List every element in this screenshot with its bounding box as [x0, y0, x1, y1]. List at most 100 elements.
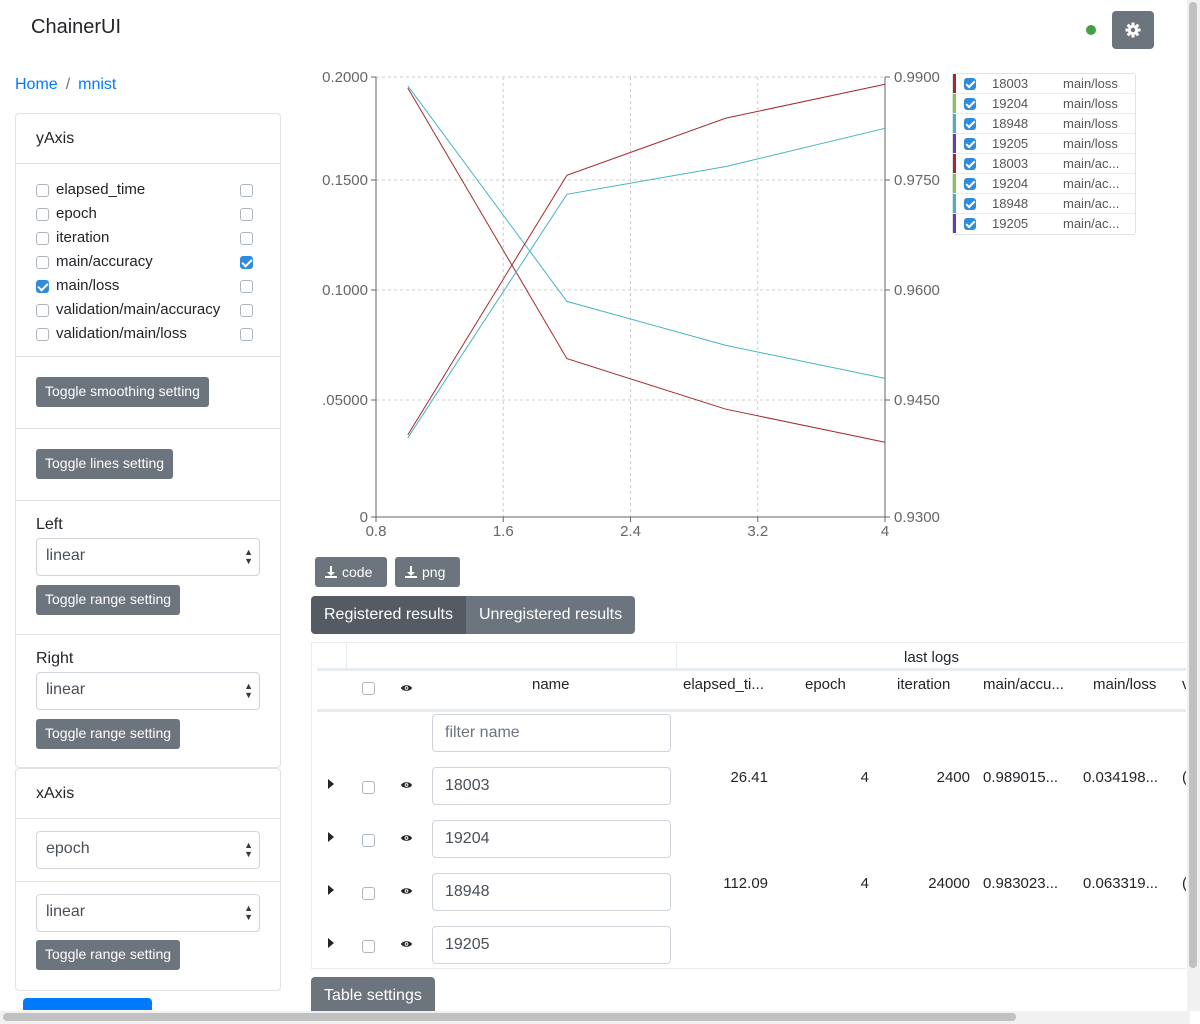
right-axis-checkbox[interactable]: [240, 280, 253, 293]
yaxis-key-row: elapsed_time: [36, 178, 260, 202]
toggle-lines-button[interactable]: Toggle lines setting: [36, 449, 174, 479]
legend-checkbox[interactable]: [964, 158, 976, 170]
left-axis-checkbox[interactable]: [36, 280, 49, 293]
legend-checkbox[interactable]: [964, 98, 976, 110]
app-title[interactable]: ChainerUI: [31, 16, 122, 38]
expand-row-caret-icon[interactable]: [328, 832, 334, 842]
legend-item[interactable]: 19204 main/ac...: [953, 174, 1135, 194]
legend-checkbox[interactable]: [964, 198, 976, 210]
cell-iteration: 2400: [936, 769, 970, 786]
right-toggle-range-button[interactable]: Toggle range setting: [36, 719, 181, 749]
yaxis-key-row: main/loss: [36, 274, 260, 298]
cell-epoch: 4: [860, 875, 869, 892]
legend-color-swatch: [953, 154, 956, 173]
right-axis-checkbox[interactable]: [240, 304, 253, 317]
right-axis-checkbox[interactable]: [240, 184, 253, 197]
legend-color-swatch: [953, 114, 956, 133]
tab-registered-results[interactable]: Registered results: [311, 596, 466, 634]
eye-icon[interactable]: [400, 886, 413, 896]
yaxis-key-label: validation/main/loss: [56, 325, 187, 342]
left-axis-checkbox[interactable]: [36, 256, 49, 269]
right-axis-checkbox[interactable]: [240, 208, 253, 221]
legend-item[interactable]: 18003 main/loss: [953, 74, 1135, 94]
right-axis-checkbox[interactable]: [240, 256, 253, 269]
filter-name-input[interactable]: filter name: [432, 714, 671, 752]
horizontal-scroll-thumb[interactable]: [3, 1013, 1016, 1021]
download-code-button[interactable]: code: [315, 557, 387, 587]
x-tick-label: 3.2: [747, 523, 768, 540]
toggle-smoothing-button[interactable]: Toggle smoothing setting: [36, 377, 209, 407]
y-right-tick-label: 0.9750: [894, 172, 940, 189]
expand-row-caret-icon[interactable]: [328, 885, 334, 895]
tab-unregistered-results[interactable]: Unregistered results: [465, 596, 636, 634]
legend-color-swatch: [953, 134, 956, 153]
right-axis-checkbox[interactable]: [240, 328, 253, 341]
xaxis-scale-select[interactable]: linear ▲ ▼: [36, 894, 260, 932]
expand-row-caret-icon[interactable]: [328, 779, 334, 789]
left-axis-checkbox[interactable]: [36, 184, 49, 197]
column-header-iteration[interactable]: iteration: [897, 676, 951, 693]
left-toggle-range-button[interactable]: Toggle range setting: [36, 585, 181, 615]
legend-run-id: 19204: [992, 176, 1029, 191]
row-checkbox[interactable]: [362, 940, 375, 953]
result-name-input[interactable]: 18003: [432, 767, 671, 805]
cell-more: (: [1182, 875, 1186, 892]
legend-checkbox[interactable]: [964, 78, 976, 90]
x-tick-label: 1.6: [493, 523, 514, 540]
result-name-input[interactable]: 19204: [432, 820, 671, 858]
eye-icon[interactable]: [400, 939, 413, 949]
left-axis-checkbox[interactable]: [36, 208, 49, 221]
legend-item[interactable]: 18948 main/ac...: [953, 194, 1135, 214]
legend-item[interactable]: 19205 main/ac...: [953, 214, 1135, 234]
row-checkbox[interactable]: [362, 834, 375, 847]
yaxis-key-label: elapsed_time: [56, 181, 146, 198]
legend-checkbox[interactable]: [964, 178, 976, 190]
column-header-main-accuracy[interactable]: main/accu...: [983, 676, 1064, 693]
download-png-button[interactable]: png: [395, 557, 460, 587]
expand-row-caret-icon[interactable]: [328, 938, 334, 948]
legend-checkbox[interactable]: [964, 218, 976, 230]
eye-icon[interactable]: [400, 780, 413, 790]
legend-item[interactable]: 18003 main/ac...: [953, 154, 1135, 174]
legend-checkbox[interactable]: [964, 118, 976, 130]
row-checkbox[interactable]: [362, 781, 375, 794]
eye-icon[interactable]: [400, 833, 413, 843]
table-settings-button[interactable]: Table settings: [311, 977, 435, 1013]
download-icon: [405, 566, 417, 578]
eye-icon[interactable]: [400, 683, 413, 693]
vertical-scroll-thumb[interactable]: [1189, 2, 1197, 968]
column-header-more[interactable]: v: [1182, 676, 1186, 693]
xaxis-panel: xAxis epoch ▲ ▼ linear ▲ ▼ Toggle range se…: [15, 768, 281, 991]
result-name-input[interactable]: 19205: [432, 926, 671, 964]
settings-button[interactable]: [1112, 11, 1154, 49]
column-header-name[interactable]: name: [532, 676, 570, 693]
legend-checkbox[interactable]: [964, 138, 976, 150]
legend-item[interactable]: 18948 main/loss: [953, 114, 1135, 134]
save-button[interactable]: [23, 998, 152, 1010]
breadcrumb-project-link[interactable]: mnist: [78, 76, 117, 93]
select-all-checkbox[interactable]: [362, 682, 375, 695]
column-header-elapsed-time[interactable]: elapsed_ti...: [683, 676, 764, 693]
left-scale-select[interactable]: linear ▲ ▼: [36, 538, 260, 576]
legend-item[interactable]: 19204 main/loss: [953, 94, 1135, 114]
right-scale-select[interactable]: linear ▲ ▼: [36, 672, 260, 710]
xaxis-toggle-range-button[interactable]: Toggle range setting: [36, 940, 181, 970]
left-axis-checkbox[interactable]: [36, 232, 49, 245]
breadcrumb-home-link[interactable]: Home: [15, 76, 58, 93]
horizontal-scrollbar[interactable]: [0, 1011, 1190, 1024]
row-checkbox[interactable]: [362, 887, 375, 900]
y-left-tick-label: .05000: [322, 392, 368, 409]
xaxis-key-select[interactable]: epoch ▲ ▼: [36, 831, 260, 869]
yaxis-title: yAxis: [16, 114, 280, 164]
vertical-scrollbar[interactable]: [1187, 0, 1200, 1011]
column-header-main-loss[interactable]: main/loss: [1093, 676, 1157, 693]
series-line-18948-main-accuracy: [407, 127, 886, 439]
result-name-input[interactable]: 18948: [432, 873, 671, 911]
series-line-18003-main-accuracy: [407, 83, 886, 436]
right-axis-checkbox[interactable]: [240, 232, 253, 245]
left-axis-checkbox[interactable]: [36, 304, 49, 317]
left-axis-checkbox[interactable]: [36, 328, 49, 341]
column-header-epoch[interactable]: epoch: [805, 676, 846, 693]
select-arrows-icon: ▲ ▼: [244, 903, 253, 922]
legend-item[interactable]: 19205 main/loss: [953, 134, 1135, 154]
